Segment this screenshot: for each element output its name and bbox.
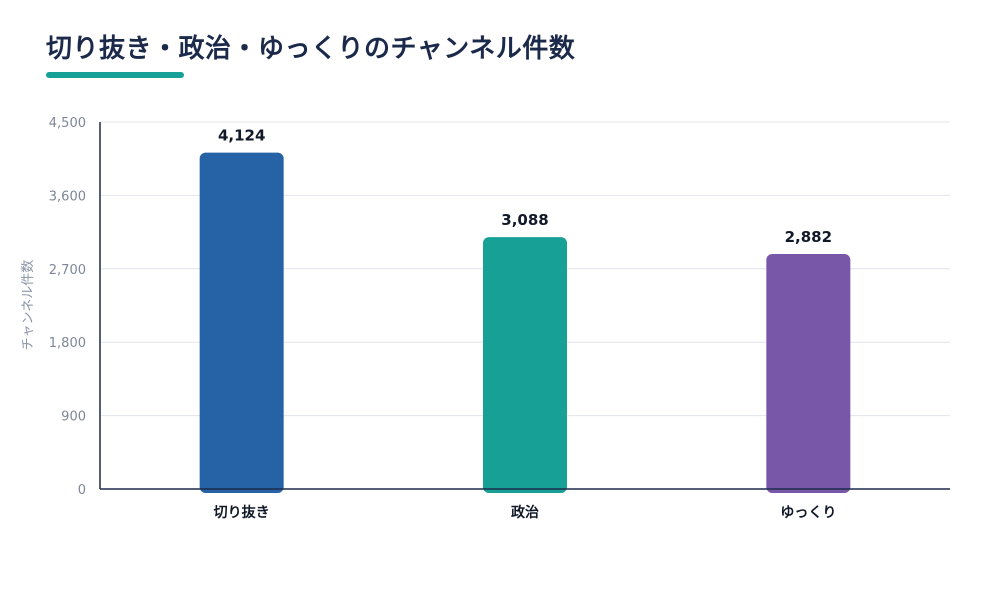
y-tick-label: 0 xyxy=(78,483,86,498)
title-underline xyxy=(46,72,184,78)
x-category-label: ゆっくり xyxy=(780,505,836,521)
bar xyxy=(483,237,567,493)
bar xyxy=(766,253,851,493)
y-tick-label: 1,800 xyxy=(49,336,86,351)
bar xyxy=(199,152,284,493)
y-tick-label: 2,700 xyxy=(49,263,86,278)
x-category-label: 切り抜き xyxy=(214,504,270,521)
y-tick-label: 900 xyxy=(61,410,86,425)
y-axis-label: チャンネル件数 xyxy=(21,260,36,351)
x-category-label: 政治 xyxy=(511,504,539,521)
chart-title: 切り抜き・政治・ゆっくりのチャンネル件数 xyxy=(46,34,576,64)
value-labels: 4,124 3,088 2,882 xyxy=(218,127,832,246)
y-tick-label: 4,500 xyxy=(49,116,86,131)
bar-value-label: 2,882 xyxy=(785,228,832,246)
y-tick-label: 3,600 xyxy=(49,189,86,204)
y-axis-ticks: 0 900 1,800 2,700 3,600 4,500 xyxy=(49,116,86,498)
bars xyxy=(199,152,851,493)
bar-value-label: 4,124 xyxy=(218,127,265,145)
bar-value-label: 3,088 xyxy=(501,211,548,229)
x-axis-categories: 切り抜き 政治 ゆっくり xyxy=(214,504,837,521)
